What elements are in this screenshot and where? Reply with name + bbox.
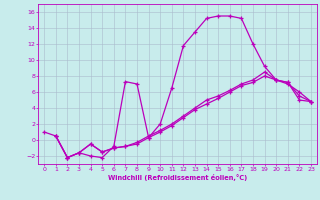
X-axis label: Windchill (Refroidissement éolien,°C): Windchill (Refroidissement éolien,°C)	[108, 174, 247, 181]
